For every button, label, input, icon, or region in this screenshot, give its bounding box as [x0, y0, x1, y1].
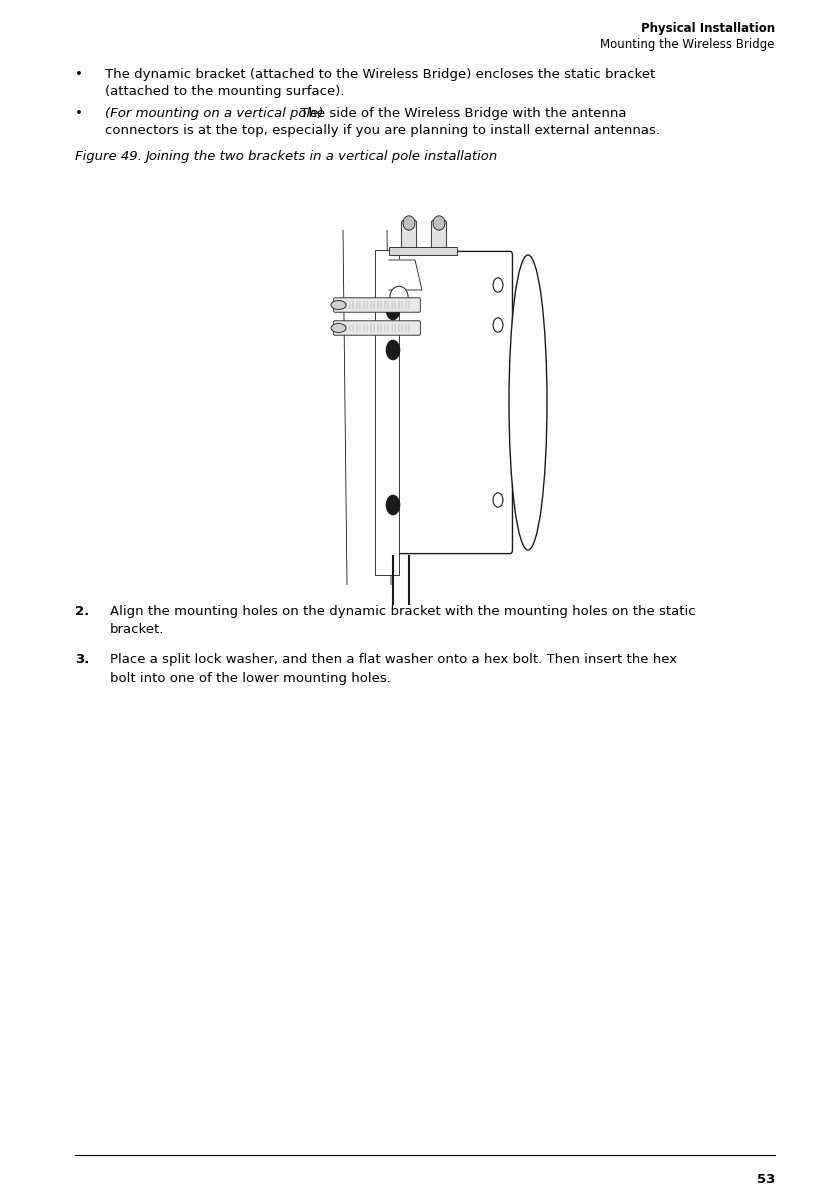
Text: Figure 49.: Figure 49.: [75, 150, 142, 163]
Text: 3.: 3.: [75, 653, 89, 666]
Text: Mounting the Wireless Bridge: Mounting the Wireless Bridge: [601, 38, 775, 52]
Text: 53: 53: [757, 1173, 775, 1186]
Ellipse shape: [331, 301, 346, 309]
Circle shape: [493, 317, 503, 332]
Circle shape: [386, 340, 399, 359]
Ellipse shape: [331, 323, 346, 333]
Text: bracket.: bracket.: [110, 623, 164, 636]
FancyBboxPatch shape: [333, 298, 420, 313]
Text: Align the mounting holes on the dynamic bracket with the mounting holes on the s: Align the mounting holes on the dynamic …: [110, 605, 695, 618]
Text: Place a split lock washer, and then a flat washer onto a hex bolt. Then insert t: Place a split lock washer, and then a fl…: [110, 653, 677, 666]
Text: The side of the Wireless Bridge with the antenna: The side of the Wireless Bridge with the…: [296, 107, 627, 120]
Text: •: •: [75, 107, 83, 120]
Text: The dynamic bracket (attached to the Wireless Bridge) encloses the static bracke: The dynamic bracket (attached to the Wir…: [105, 68, 655, 81]
Text: (attached to the mounting surface).: (attached to the mounting surface).: [105, 85, 345, 98]
Ellipse shape: [433, 216, 445, 230]
Text: connectors is at the top, especially if you are planning to install external ant: connectors is at the top, especially if …: [105, 125, 660, 137]
Text: Physical Installation: Physical Installation: [641, 22, 775, 35]
Circle shape: [493, 492, 503, 507]
Ellipse shape: [509, 255, 547, 550]
Text: •: •: [75, 68, 83, 81]
FancyBboxPatch shape: [431, 220, 446, 249]
Circle shape: [386, 301, 399, 320]
FancyBboxPatch shape: [375, 250, 399, 575]
Circle shape: [493, 278, 503, 292]
Ellipse shape: [403, 216, 415, 230]
FancyBboxPatch shape: [401, 220, 417, 249]
Circle shape: [386, 496, 399, 515]
Text: Joining the two brackets in a vertical pole installation: Joining the two brackets in a vertical p…: [145, 150, 497, 163]
Ellipse shape: [390, 286, 408, 308]
FancyBboxPatch shape: [394, 252, 512, 553]
Text: 2.: 2.: [75, 605, 89, 618]
FancyBboxPatch shape: [333, 321, 420, 335]
Text: (For mounting on a vertical pole): (For mounting on a vertical pole): [105, 107, 323, 120]
Polygon shape: [389, 260, 422, 290]
FancyBboxPatch shape: [389, 247, 457, 255]
Text: bolt into one of the lower mounting holes.: bolt into one of the lower mounting hole…: [110, 672, 391, 684]
